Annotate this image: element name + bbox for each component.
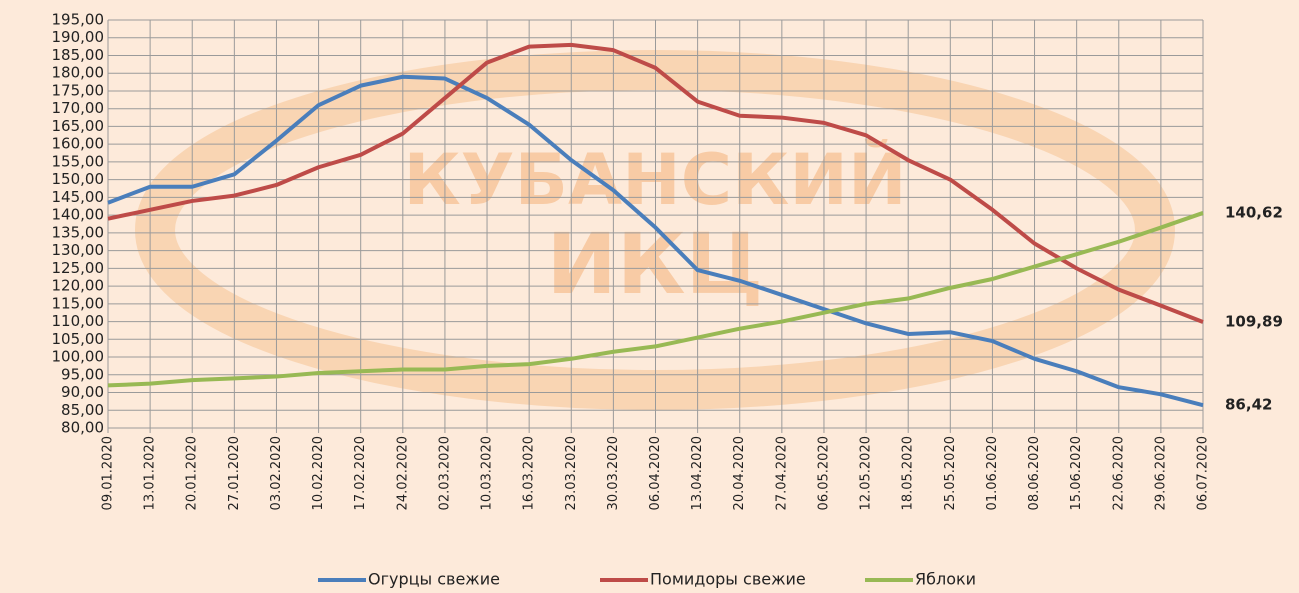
x-tick-label: 06.04.2020 [648, 436, 663, 510]
x-tick-label: 22.06.2020 [1111, 436, 1126, 510]
legend-label: Огурцы свежие [368, 570, 500, 589]
x-tick-label: 20.04.2020 [732, 436, 747, 510]
y-tick-label: 120,00 [52, 277, 105, 295]
x-tick-label: 06.05.2020 [816, 436, 831, 510]
y-tick-label: 90,00 [61, 383, 104, 401]
x-tick-label: 09.01.2020 [101, 436, 116, 510]
y-tick-label: 95,00 [61, 365, 104, 383]
y-tick-label: 185,00 [52, 46, 105, 64]
x-tick-label: 06.07.2020 [1196, 436, 1211, 510]
x-tick-label: 25.05.2020 [943, 436, 958, 510]
x-tick-label: 10.02.2020 [311, 436, 326, 510]
x-tick-label: 20.01.2020 [185, 436, 200, 510]
x-tick-label: 24.02.2020 [395, 436, 410, 510]
x-tick-label: 16.03.2020 [522, 436, 537, 510]
x-tick-label: 18.05.2020 [901, 436, 916, 510]
y-tick-label: 180,00 [52, 64, 105, 82]
y-tick-label: 190,00 [52, 28, 105, 46]
x-tick-label: 12.05.2020 [859, 436, 874, 510]
y-tick-label: 160,00 [52, 135, 105, 153]
x-tick-label: 10.03.2020 [480, 436, 495, 510]
data-label: 86,42 [1225, 396, 1272, 414]
y-tick-label: 145,00 [52, 188, 105, 206]
x-tick-label: 03.02.2020 [269, 436, 284, 510]
x-tick-label: 13.04.2020 [690, 436, 705, 510]
x-tick-label: 15.06.2020 [1069, 436, 1084, 510]
legend-label: Яблоки [915, 570, 976, 589]
y-tick-label: 155,00 [52, 152, 105, 170]
y-tick-label: 110,00 [52, 312, 105, 330]
x-tick-label: 13.01.2020 [143, 436, 158, 510]
x-tick-label: 08.06.2020 [1027, 436, 1042, 510]
y-tick-label: 175,00 [52, 81, 105, 99]
x-tick-label: 17.02.2020 [353, 436, 368, 510]
data-label: 140,62 [1225, 203, 1283, 221]
y-tick-label: 115,00 [52, 294, 105, 312]
x-tick-label: 27.01.2020 [227, 436, 242, 510]
x-tick-label: 01.06.2020 [985, 436, 1000, 510]
x-tick-label: 02.03.2020 [437, 436, 452, 510]
y-tick-label: 150,00 [52, 170, 105, 188]
x-tick-label: 30.03.2020 [606, 436, 621, 510]
x-tick-label: 27.04.2020 [774, 436, 789, 510]
y-tick-label: 125,00 [52, 259, 105, 277]
y-tick-label: 130,00 [52, 241, 105, 259]
y-tick-label: 170,00 [52, 99, 105, 117]
y-tick-label: 140,00 [52, 206, 105, 224]
y-tick-label: 195,00 [52, 11, 105, 29]
chart: КУБАНСКИЙИКЦ80,0085,0090,0095,00100,0010… [0, 0, 1299, 593]
x-tick-label: 29.06.2020 [1153, 436, 1168, 510]
data-label: 109,89 [1225, 312, 1283, 330]
y-tick-label: 165,00 [52, 117, 105, 135]
legend-label: Помидоры свежие [650, 570, 806, 589]
y-tick-label: 100,00 [52, 348, 105, 366]
y-tick-label: 135,00 [52, 223, 105, 241]
x-tick-label: 23.03.2020 [564, 436, 579, 510]
y-tick-label: 85,00 [61, 401, 104, 419]
y-tick-label: 105,00 [52, 330, 105, 348]
y-tick-label: 80,00 [61, 419, 104, 437]
